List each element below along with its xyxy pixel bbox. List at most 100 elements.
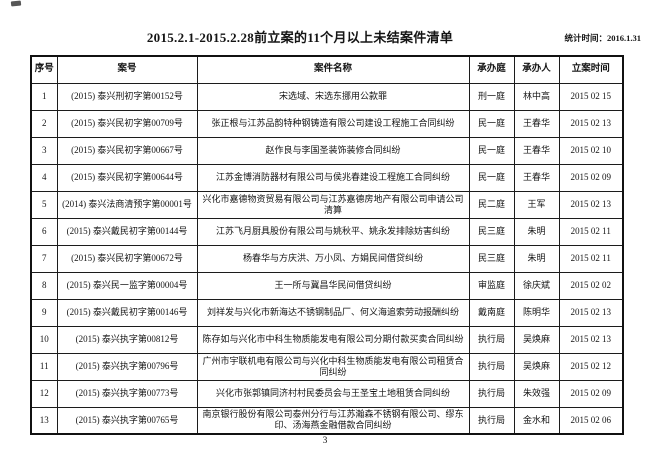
cell-serial-no: 10 xyxy=(30,325,58,354)
table-row: 7 (2015) 泰兴民初字第00672号 杨春华与方庆洪、万小凤、方娟民间借贷纠纷… xyxy=(30,244,624,273)
cell-handler: 徐庆斌 xyxy=(513,271,560,300)
cell-case-number: (2015) 泰兴执字第00773号 xyxy=(56,379,198,408)
cell-filing-date: 2015 02 11 xyxy=(558,217,624,246)
case-list-table: 序号 案号 案件名称 承办庭 承办人 立案时间 1 (2015) 泰兴刑初字第00… xyxy=(30,55,624,435)
table-row: 2 (2015) 泰兴民初字第00709号 张正根与江苏品韵特种钢铸造有限公司建设工… xyxy=(30,109,624,138)
cell-case-number: (2015) 泰兴民初字第00709号 xyxy=(56,109,198,138)
table-row: 12 (2015) 泰兴执字第00773号 兴化市张郭镇同济村村民委员会与王圣宝土地… xyxy=(30,379,624,408)
table-row: 6 (2015) 泰兴戴民初字第00144号 江苏飞月厨具股份有限公司与姚秋平、姚永… xyxy=(30,217,624,246)
cell-filing-date: 2015 02 12 xyxy=(558,352,624,381)
scan-artifact xyxy=(10,0,22,7)
cell-filing-date: 2015 02 02 xyxy=(558,271,624,300)
cell-case-name: 陈存如与兴化市中科生物质能发电有限公司分期付款买卖合同纠纷 xyxy=(196,325,470,354)
table-row: 4 (2015) 泰兴民初字第00644号 江苏金博消防器材有限公司与侯兆春建设工程… xyxy=(30,163,624,192)
cell-court: 执行局 xyxy=(468,325,515,354)
cell-handler: 吴焕麻 xyxy=(513,325,560,354)
cell-case-name: 江苏飞月厨具股份有限公司与姚秋平、姚永发排除妨害纠纷 xyxy=(196,217,470,246)
cell-court: 民一庭 xyxy=(468,163,515,192)
table-row: 9 (2015) 泰兴戴民初字第00146号 刘祥发与兴化市新海达不锈钢制品厂、何义… xyxy=(30,298,624,327)
cell-court: 执行局 xyxy=(468,406,515,435)
table-row: 11 (2015) 泰兴执字第00796号 广州市宇联机电有限公司与兴化中科生物质能… xyxy=(30,352,624,381)
table-row: 8 (2015) 泰兴民一监字第00004号 王一所与冀昌华民间借贷纠纷 审监庭 徐庆斌… xyxy=(30,271,624,300)
cell-handler: 王军 xyxy=(513,190,560,219)
table-row: 13 (2015) 泰兴执字第00765号 南京银行股份有限公司泰州分行与江苏瀚森不… xyxy=(30,406,624,435)
cell-serial-no: 2 xyxy=(30,109,58,138)
header-case-name: 案件名称 xyxy=(196,55,470,84)
cell-serial-no: 5 xyxy=(30,190,58,219)
cell-case-number: (2015) 泰兴民初字第00667号 xyxy=(56,136,198,165)
cell-court: 民三庭 xyxy=(468,217,515,246)
cell-court: 民二庭 xyxy=(468,190,515,219)
cell-court: 戴南庭 xyxy=(468,298,515,327)
cell-case-name: 兴化市张郭镇同济村村民委员会与王圣宝土地租赁合同纠纷 xyxy=(196,379,470,408)
cell-serial-no: 6 xyxy=(30,217,58,246)
cell-handler: 王春华 xyxy=(513,163,560,192)
cell-filing-date: 2015 02 09 xyxy=(558,379,624,408)
cell-case-name: 张正根与江苏品韵特种钢铸造有限公司建设工程施工合同纠纷 xyxy=(196,109,470,138)
cell-case-number: (2015) 泰兴执字第00796号 xyxy=(56,352,198,381)
stats-time-label: 统计时间：2016.1.31 xyxy=(564,33,641,43)
cell-court: 民三庭 xyxy=(468,244,515,273)
page-title: 2015.2.1-2015.2.28前立案的11个月以上未结案件清单 xyxy=(146,30,454,45)
header-filing-date: 立案时间 xyxy=(558,55,624,84)
cell-filing-date: 2015 02 13 xyxy=(558,298,624,327)
cell-court: 执行局 xyxy=(468,352,515,381)
cell-case-number: (2015) 泰兴执字第00765号 xyxy=(56,406,198,435)
table-body: 1 (2015) 泰兴刑初字第00152号 宋选域、宋选东挪用公款罪 刑一庭 林中高 20… xyxy=(30,82,624,435)
cell-case-name: 王一所与冀昌华民间借贷纠纷 xyxy=(196,271,470,300)
cell-serial-no: 4 xyxy=(30,163,58,192)
cell-handler: 朱明 xyxy=(513,217,560,246)
cell-case-name: 南京银行股份有限公司泰州分行与江苏瀚森不锈钢有限公司、缪东印、汤海燕金融借款合同… xyxy=(196,406,470,435)
cell-handler: 金水和 xyxy=(513,406,560,435)
cell-filing-date: 2015 02 15 xyxy=(558,82,624,111)
cell-filing-date: 2015 02 13 xyxy=(558,109,624,138)
cell-case-number: (2015) 泰兴民初字第00644号 xyxy=(56,163,198,192)
table-row: 3 (2015) 泰兴民初字第00667号 赵作良与李国圣装饰装修合同纠纷 民一庭 王春… xyxy=(30,136,624,165)
cell-serial-no: 13 xyxy=(30,406,58,435)
table-row: 1 (2015) 泰兴刑初字第00152号 宋选域、宋选东挪用公款罪 刑一庭 林中高 20… xyxy=(30,82,624,111)
cell-handler: 陈明华 xyxy=(513,298,560,327)
cell-handler: 朱效强 xyxy=(513,379,560,408)
cell-case-name: 广州市宇联机电有限公司与兴化中科生物质能发电有限公司租赁合同纠纷 xyxy=(196,352,470,381)
cell-case-number: (2015) 泰兴戴民初字第00144号 xyxy=(56,217,198,246)
cell-filing-date: 2015 02 06 xyxy=(558,406,624,435)
cell-court: 执行局 xyxy=(468,379,515,408)
cell-case-number: (2015) 泰兴民一监字第00004号 xyxy=(56,271,198,300)
cell-court: 民一庭 xyxy=(468,136,515,165)
cell-serial-no: 3 xyxy=(30,136,58,165)
cell-serial-no: 11 xyxy=(30,352,58,381)
cell-handler: 王春华 xyxy=(513,136,560,165)
header-case-number: 案号 xyxy=(56,55,198,84)
cell-serial-no: 1 xyxy=(30,82,58,111)
cell-case-number: (2015) 泰兴刑初字第00152号 xyxy=(56,82,198,111)
cell-filing-date: 2015 02 13 xyxy=(558,190,624,219)
cell-handler: 朱明 xyxy=(513,244,560,273)
cell-court: 审监庭 xyxy=(468,271,515,300)
cell-filing-date: 2015 02 11 xyxy=(558,244,624,273)
header-serial-no: 序号 xyxy=(30,55,58,84)
table-header: 序号 案号 案件名称 承办庭 承办人 立案时间 xyxy=(30,55,624,84)
cell-case-number: (2015) 泰兴民初字第00672号 xyxy=(56,244,198,273)
cell-serial-no: 9 xyxy=(30,298,58,327)
cell-filing-date: 2015 02 10 xyxy=(558,136,624,165)
cell-handler: 林中高 xyxy=(513,82,560,111)
cell-court: 民一庭 xyxy=(468,109,515,138)
cell-case-name: 兴化市嘉德物资贸易有限公司与江苏嘉德房地产有限公司申请公司清算 xyxy=(196,190,470,219)
cell-case-name: 杨春华与方庆洪、万小凤、方娟民间借贷纠纷 xyxy=(196,244,470,273)
cell-serial-no: 7 xyxy=(30,244,58,273)
cell-case-name: 赵作良与李国圣装饰装修合同纠纷 xyxy=(196,136,470,165)
cell-case-name: 宋选域、宋选东挪用公款罪 xyxy=(196,82,470,111)
cell-case-number: (2015) 泰兴执字第00812号 xyxy=(56,325,198,354)
table-row: 10 (2015) 泰兴执字第00812号 陈存如与兴化市中科生物质能发电有限公司分… xyxy=(30,325,624,354)
cell-handler: 吴焕麻 xyxy=(513,352,560,381)
table-row: 5 (2014) 泰兴法商清预字第00001号 兴化市嘉德物资贸易有限公司与江苏嘉德… xyxy=(30,190,624,219)
cell-serial-no: 8 xyxy=(30,271,58,300)
cell-case-number: (2014) 泰兴法商清预字第00001号 xyxy=(56,190,198,219)
cell-case-name: 刘祥发与兴化市新海达不锈钢制品厂、何义海追索劳动报酬纠纷 xyxy=(196,298,470,327)
cell-filing-date: 2015 02 13 xyxy=(558,325,624,354)
header-handler: 承办人 xyxy=(513,55,560,84)
cell-serial-no: 12 xyxy=(30,379,58,408)
cell-filing-date: 2015 02 09 xyxy=(558,163,624,192)
cell-handler: 王春华 xyxy=(513,109,560,138)
